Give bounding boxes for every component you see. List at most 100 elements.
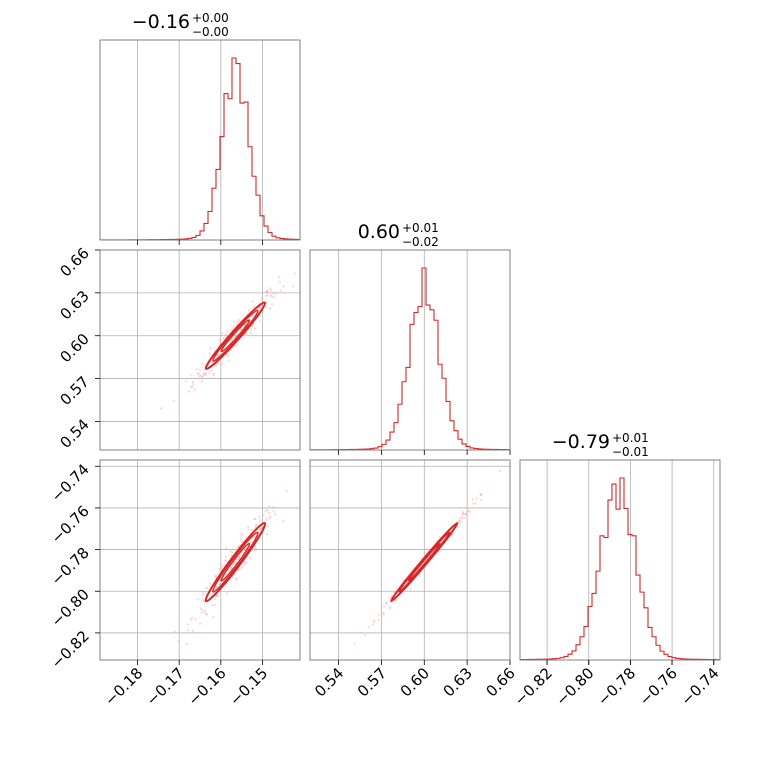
sample-point [249, 328, 252, 331]
contour-level [212, 531, 259, 593]
sample-point [208, 371, 211, 374]
sample-point [474, 502, 477, 505]
panel-frame [99, 459, 301, 661]
sample-point [373, 620, 376, 624]
panel-frame [309, 459, 511, 661]
sample-point [395, 598, 398, 602]
sample-point [244, 332, 248, 335]
sample-point [201, 375, 204, 379]
sample-point [282, 520, 285, 523]
sample-point [385, 601, 388, 604]
sample-point [230, 339, 233, 342]
sample-point [475, 497, 478, 500]
sample-point [213, 603, 216, 607]
sample-point [205, 612, 208, 615]
sample-point [268, 517, 271, 520]
sample-point [194, 618, 197, 621]
sample-point [373, 619, 376, 622]
sample-point [249, 331, 252, 334]
sample-point [233, 561, 236, 564]
sample-point [237, 555, 240, 559]
sample-point [385, 602, 388, 605]
sample-point [293, 272, 296, 275]
sample-point [382, 613, 385, 616]
sample-point [177, 640, 180, 643]
panel-hist-1: 0.60 +0.01−0.02 [309, 221, 511, 455]
sample-point [241, 566, 244, 569]
sample-point [187, 629, 190, 632]
sample-point [388, 607, 391, 610]
sample-point [243, 561, 246, 564]
sample-point [232, 562, 235, 566]
sample-point [272, 295, 275, 299]
sample-point [402, 578, 405, 582]
sample-point [264, 517, 268, 520]
grid-lines [338, 250, 511, 450]
sample-point [259, 527, 262, 531]
sample-point [259, 519, 262, 522]
sample-point [190, 373, 193, 376]
sample-point [255, 548, 258, 551]
sample-point [223, 564, 226, 567]
sample-point [220, 563, 223, 566]
sample-point [204, 373, 207, 376]
sample-point [197, 372, 200, 375]
sample-point [193, 388, 196, 391]
sample-point [239, 568, 242, 571]
sample-point [173, 630, 176, 633]
sample-point [244, 548, 247, 551]
sample-point [238, 556, 241, 559]
sample-point [198, 622, 202, 625]
sample-point [203, 610, 207, 613]
sample-point [215, 574, 218, 577]
sample-point [458, 517, 461, 520]
sample-point [216, 354, 219, 357]
grid-lines [546, 460, 715, 660]
sample-point [460, 515, 464, 518]
sample-point [461, 512, 465, 515]
sample-point [213, 575, 217, 578]
sample-point [226, 592, 229, 595]
sample-point [240, 540, 243, 543]
x-tick-label: 0.57 [354, 664, 390, 700]
sample-point [215, 594, 218, 597]
sample-point [222, 337, 225, 340]
sample-point [258, 320, 261, 323]
sample-point [206, 613, 209, 616]
param-title-1: 0.60 [358, 221, 400, 243]
sample-point [267, 525, 270, 528]
sample-point [249, 556, 252, 559]
sample-point [292, 285, 295, 288]
sample-point [224, 559, 227, 562]
contour-level [204, 301, 267, 370]
sample-point [214, 587, 217, 591]
sample-point [172, 399, 175, 402]
sample-point [202, 599, 205, 602]
sample-point [243, 563, 246, 566]
sample-point [277, 275, 281, 278]
sample-point [266, 294, 269, 297]
x-tick-label: −0.80 [552, 664, 597, 709]
sample-point [199, 368, 202, 371]
sample-point [394, 599, 397, 602]
sample-point [217, 362, 220, 365]
sample-point [272, 291, 275, 294]
y-tick-label: 0.63 [56, 287, 92, 323]
x-tick-label: −0.18 [101, 664, 146, 709]
sample-point [229, 567, 232, 570]
y-tick-label: 0.66 [56, 244, 92, 280]
sample-point [271, 303, 274, 306]
sample-point [278, 281, 281, 284]
sample-point [238, 319, 241, 322]
sample-point [253, 518, 256, 521]
x-tick-label: 0.60 [397, 664, 433, 700]
sample-point [268, 505, 271, 508]
sample-point [212, 373, 215, 377]
sample-point [204, 592, 207, 595]
sample-points [173, 490, 288, 646]
sample-point [464, 512, 467, 516]
sample-point [265, 290, 268, 294]
sample-point [218, 353, 221, 356]
sample-point [465, 513, 468, 516]
y-tick-label: −0.76 [48, 502, 93, 547]
